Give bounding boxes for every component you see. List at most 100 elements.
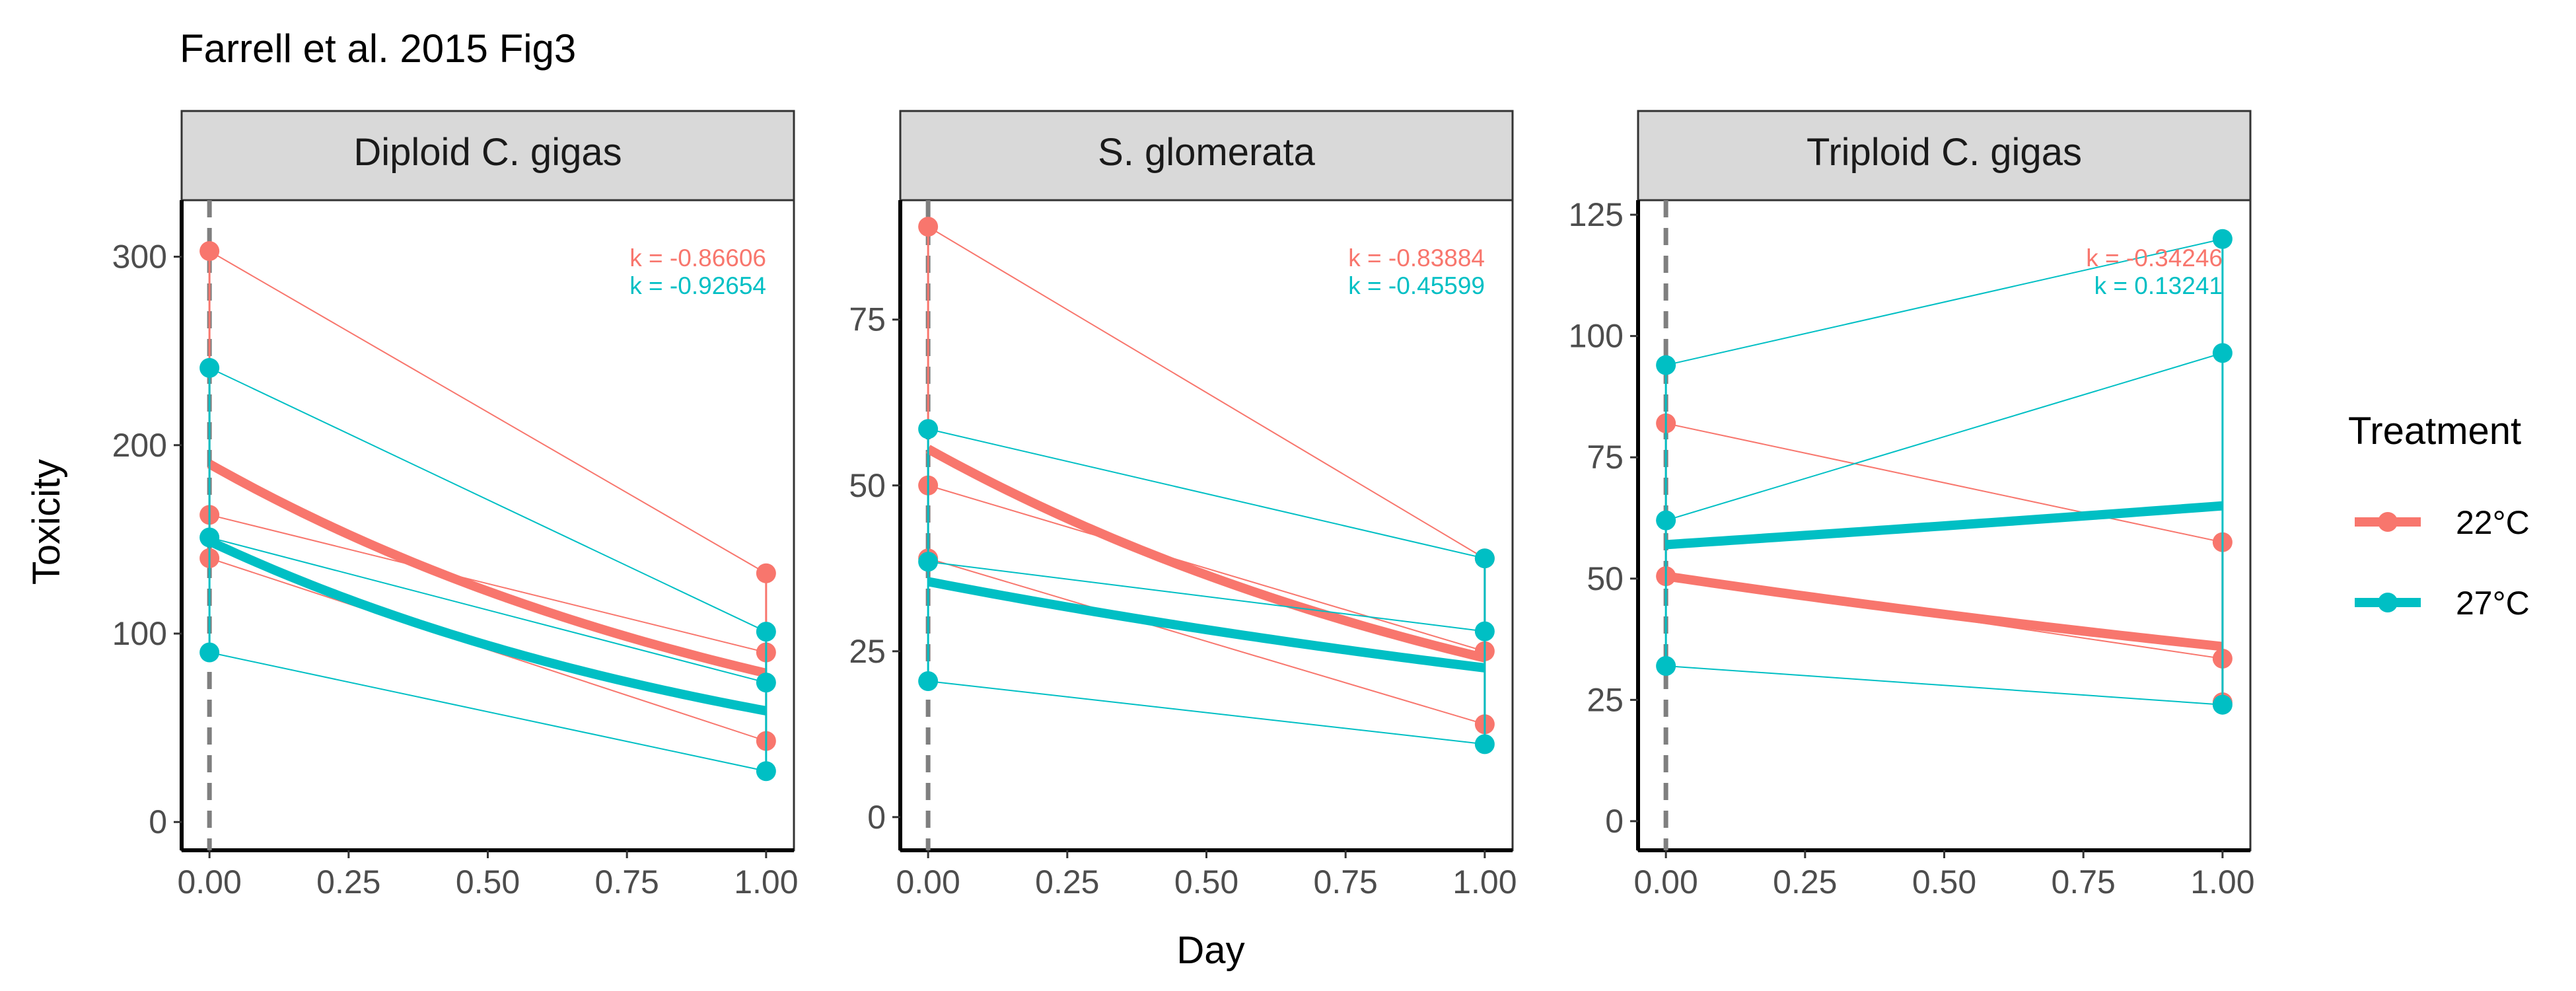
replicate-line (1665, 238, 2223, 366)
legend-entry: 22°C (2355, 504, 2530, 541)
y-tick-label: 100 (112, 615, 167, 652)
replicate-line (928, 561, 1485, 632)
data-point (756, 563, 776, 583)
panel-strip (1637, 110, 2252, 202)
panels: Diploid C. gigas 0 100 200 300 0.00 0.25 0.50 0.… (112, 110, 2255, 900)
data-point (199, 527, 220, 548)
y-tick-label: 50 (849, 467, 886, 504)
data-point (918, 419, 939, 439)
k-annotation: k = -0.83884 (1348, 244, 1485, 272)
panel-strip (899, 110, 1514, 202)
x-tick-label: 0.00 (1633, 863, 1698, 900)
x-tick-label: 0.00 (177, 863, 241, 900)
x-tick-label: 0.50 (1912, 863, 1976, 900)
y-tick-label: 300 (112, 239, 167, 275)
panel-strip (180, 110, 795, 202)
series-c27 (199, 357, 776, 782)
panel-1: Diploid C. gigas 0 100 200 300 0.00 0.25 0.50 0.… (112, 110, 799, 900)
y-tick-label: 50 (1587, 560, 1624, 597)
panel-3: Triploid C. gigas 0 25 50 75 100 125 0.00 0.25 0.… (1569, 110, 2255, 900)
k-annotation: k = 0.13241 (2094, 272, 2223, 299)
data-point (756, 761, 776, 782)
replicate-line (1665, 422, 2223, 543)
legend-entry: 27°C (2355, 585, 2530, 622)
data-point (2212, 229, 2233, 249)
x-tick-label: 0.75 (595, 863, 659, 900)
fit-curve (207, 536, 768, 716)
data-point (1656, 655, 1676, 676)
replicate-line (1665, 352, 2223, 521)
x-tick-label: 0.25 (316, 863, 380, 900)
legend-key-point (2378, 593, 2398, 612)
data-point (2212, 694, 2233, 715)
fit-curve (925, 445, 1486, 663)
x-tick-label: 1.00 (1452, 863, 1517, 900)
series-c27 (918, 419, 1495, 754)
panel-strip-label: Diploid C. gigas (353, 131, 622, 174)
legend-label: 22°C (2456, 504, 2530, 541)
plot-area (899, 199, 1514, 852)
y-tick-label: 25 (849, 633, 886, 670)
legend: Treatment 22°C 27°C (2348, 410, 2530, 622)
y-tick-label: 0 (867, 799, 886, 836)
replicate-line (927, 558, 1485, 725)
x-tick-label: 1.00 (734, 863, 798, 900)
axes: 0 25 50 75 0.00 0.25 0.50 0.75 1.00 (849, 200, 1517, 900)
replicate-line (209, 514, 767, 653)
data-point (918, 217, 939, 237)
x-tick-label: 0.75 (2052, 863, 2116, 900)
x-tick-label: 0.75 (1314, 863, 1378, 900)
data-point (1656, 355, 1676, 375)
data-point (1474, 734, 1495, 754)
fit-curve (1665, 571, 2223, 651)
plot-area (180, 199, 795, 852)
replicate-line (209, 536, 767, 684)
replicate-line (927, 226, 1485, 560)
panel-strip-label: Triploid C. gigas (1807, 131, 2082, 174)
x-tick-label: 0.25 (1773, 863, 1837, 900)
data-point (199, 357, 220, 378)
y-tick-label: 200 (112, 427, 167, 464)
k-annotation: k = -0.34246 (2086, 244, 2223, 272)
y-tick-label: 0 (1605, 803, 1624, 840)
x-tick-label: 0.25 (1035, 863, 1099, 900)
k-annotation: k = -0.86606 (629, 244, 766, 272)
x-tick-label: 0.50 (1174, 863, 1238, 900)
y-tick-label: 100 (1569, 318, 1624, 355)
x-tick-label: 1.00 (2190, 863, 2254, 900)
x-tick-label: 0.00 (896, 863, 960, 900)
axes: 0 100 200 300 0.00 0.25 0.50 0.75 1.00 (112, 200, 799, 900)
replicate-line (928, 680, 1485, 745)
k-annotation: k = -0.92654 (629, 272, 766, 299)
legend-label: 27°C (2456, 585, 2530, 622)
legend-title: Treatment (2348, 410, 2521, 453)
data-point (1656, 510, 1676, 531)
data-point (199, 642, 220, 663)
y-tick-label: 125 (1569, 196, 1624, 233)
y-axis-title: Toxicity (25, 459, 68, 585)
replicate-line (209, 367, 767, 633)
fit-curve (207, 460, 768, 678)
k-annotation: k = -0.45599 (1348, 272, 1485, 299)
data-point (918, 671, 939, 691)
axes: 0 25 50 75 100 125 0.00 0.25 0.50 0.75 1.00 (1569, 196, 2255, 900)
x-axis-title: Day (1176, 929, 1244, 972)
replicate-line (209, 651, 767, 772)
replicate-line (209, 250, 767, 574)
data-point (756, 673, 776, 693)
legend-key-point (2378, 512, 2398, 532)
data-point (1474, 548, 1495, 569)
replicate-line (1666, 665, 2223, 706)
data-point (1474, 621, 1495, 642)
y-tick-label: 0 (149, 803, 167, 840)
y-tick-label: 75 (1587, 439, 1624, 476)
y-tick-label: 25 (1587, 681, 1624, 718)
series-c27 (1656, 229, 2233, 715)
data-point (2212, 343, 2233, 363)
data-point (756, 622, 776, 642)
panel-strip-label: S. glomerata (1098, 131, 1316, 174)
replicate-line (927, 484, 1485, 652)
fit-curve (927, 577, 1485, 673)
fit-curve (1665, 501, 2223, 550)
